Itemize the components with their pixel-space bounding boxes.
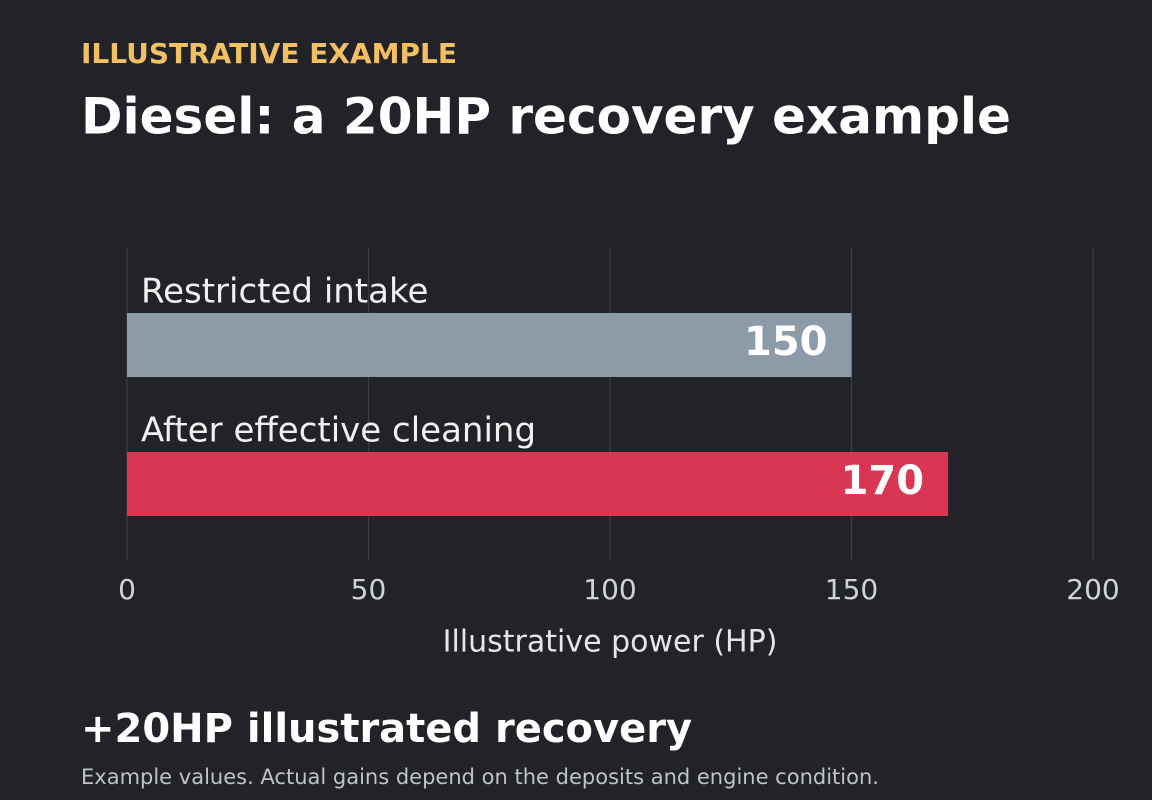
x-tick-label: 200 <box>1066 573 1119 606</box>
x-tick-label: 50 <box>351 573 387 606</box>
bar <box>127 313 852 377</box>
category-label: Restricted intake <box>141 272 428 312</box>
chart-title: Diesel: a 20HP recovery example <box>81 88 1011 146</box>
note: Example values. Actual gains depend on t… <box>81 765 879 789</box>
x-tick-label: 100 <box>583 573 636 606</box>
x-tick-label: 150 <box>825 573 878 606</box>
x-tick-label: 0 <box>118 573 136 606</box>
value-label: 150 <box>744 319 828 365</box>
headline: +20HP illustrated recovery <box>81 706 692 752</box>
value-label: 170 <box>841 458 925 504</box>
bar <box>127 452 949 516</box>
plot: Restricted intake 150 After effective clea… <box>127 272 949 516</box>
kicker: ILLUSTRATIVE EXAMPLE <box>81 37 457 70</box>
grid: 0 50 100 150 200 <box>118 248 1120 606</box>
category-label: After effective cleaning <box>141 411 536 451</box>
x-axis-label: Illustrative power (HP) <box>443 625 778 660</box>
